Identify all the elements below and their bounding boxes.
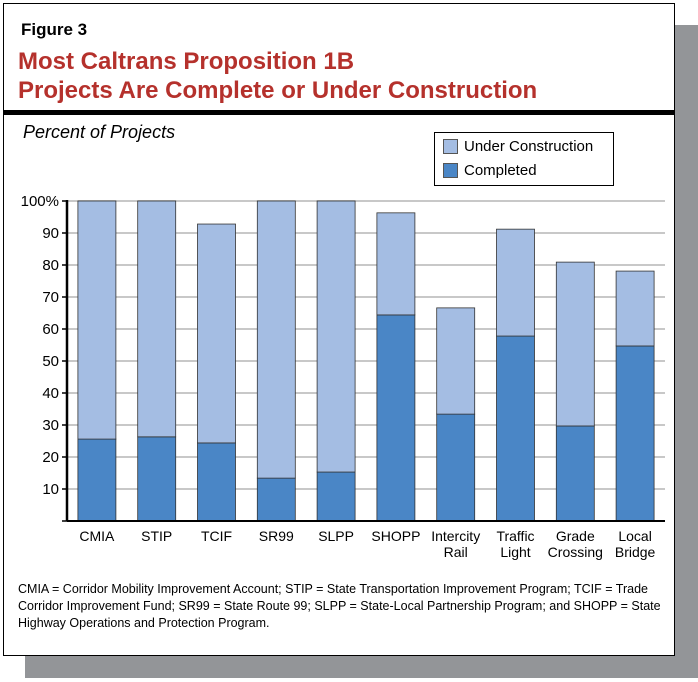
y-tick-label: 90 xyxy=(42,225,59,242)
footnote: CMIA = Corridor Mobility Improvement Acc… xyxy=(18,582,661,630)
legend-swatch xyxy=(443,139,458,154)
y-tick-label: 10 xyxy=(42,481,59,498)
x-tick-label: Traffic xyxy=(496,528,534,544)
legend: Under Construction Completed xyxy=(434,132,614,186)
y-tick-label: 80 xyxy=(42,257,59,274)
bar-completed xyxy=(256,477,296,522)
x-tick-label: Crossing xyxy=(548,544,603,560)
bar-completed xyxy=(555,425,595,522)
y-tick-label: 100% xyxy=(21,193,59,210)
bar-under-construction xyxy=(137,200,177,438)
bar-under-construction xyxy=(197,223,236,444)
bar-under-construction xyxy=(77,200,117,440)
x-tick-label: STIP xyxy=(141,528,172,544)
bar-completed xyxy=(77,438,117,522)
x-tick-label: Bridge xyxy=(615,544,656,560)
y-tick-label: 40 xyxy=(42,385,59,402)
figure-frame: Figure 3 Most Caltrans Proposition 1B Pr… xyxy=(3,3,675,656)
x-tick-label: Light xyxy=(500,544,530,560)
y-tick-label: 20 xyxy=(42,449,59,466)
x-tick-label: SLPP xyxy=(318,528,354,544)
bar-under-construction xyxy=(615,270,655,347)
bar-completed xyxy=(376,314,416,522)
x-tick-label: Rail xyxy=(444,544,468,560)
legend-label: Under Construction xyxy=(464,138,594,155)
bar-completed xyxy=(615,345,655,522)
y-axis-label: Percent of Projects xyxy=(23,122,176,142)
bar-completed xyxy=(436,413,476,522)
y-tick-label: 70 xyxy=(42,289,59,306)
x-tick-label: Local xyxy=(618,528,651,544)
x-tick-label: Grade xyxy=(556,528,595,544)
y-tick-label: 30 xyxy=(42,417,59,434)
title-rule xyxy=(4,110,674,115)
y-tick-label: 60 xyxy=(42,321,59,338)
chart: 10 20 30 40 50 60 70 80 90 100% CMIA STIP TCIF SR99 SL… xyxy=(21,193,665,560)
title-line-1: Most Caltrans Proposition 1B xyxy=(18,48,355,75)
bar-under-construction xyxy=(496,228,535,337)
bar-under-construction xyxy=(316,200,356,473)
bar-completed xyxy=(137,436,177,522)
bar-completed xyxy=(197,442,236,522)
legend-item-under-construction: Under Construction xyxy=(443,138,593,155)
bar-completed xyxy=(496,335,535,522)
bar-under-construction xyxy=(256,200,296,479)
x-tick-label: SR99 xyxy=(259,528,294,544)
y-tick-label: 50 xyxy=(42,353,59,370)
x-tick-label: TCIF xyxy=(201,528,232,544)
bar-under-construction xyxy=(555,261,595,427)
x-tick-label: SHOPP xyxy=(371,528,420,544)
figure-label: Figure 3 xyxy=(21,20,88,39)
title-line-2: Projects Are Complete or Under Construct… xyxy=(18,77,538,104)
bar-under-construction xyxy=(376,212,416,316)
x-tick-label: CMIA xyxy=(79,528,115,544)
bar-completed xyxy=(316,471,356,522)
x-tick-label: Intercity xyxy=(431,528,480,544)
bar-under-construction xyxy=(436,307,476,415)
legend-swatch xyxy=(443,163,458,178)
legend-item-completed: Completed xyxy=(443,162,537,179)
legend-label: Completed xyxy=(464,162,537,179)
